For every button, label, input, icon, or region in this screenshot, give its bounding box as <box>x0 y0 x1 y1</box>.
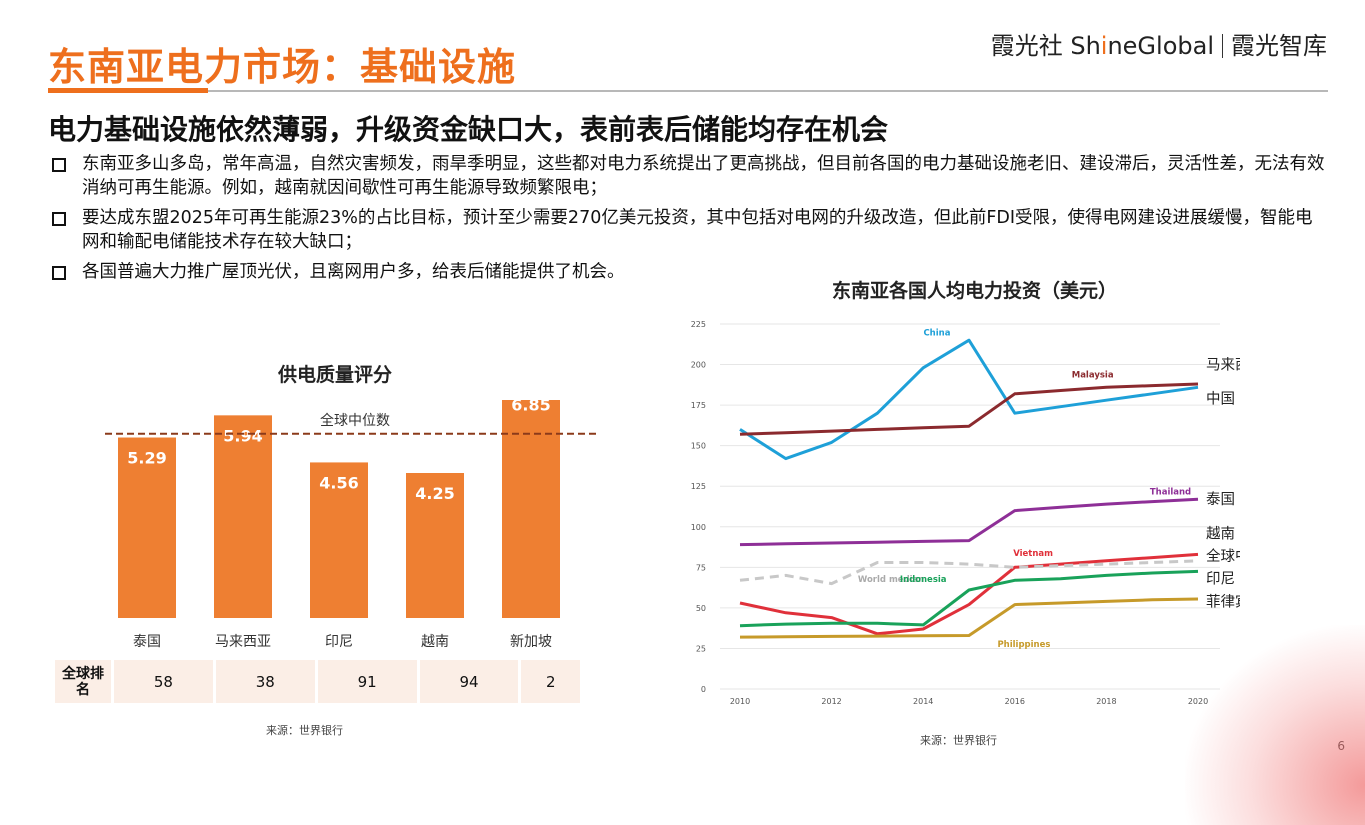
x-tick-label: 2018 <box>1096 697 1116 706</box>
bar-value-label: 6.85 <box>511 400 550 414</box>
bar <box>118 437 176 618</box>
category-label: 新加坡 <box>510 634 552 650</box>
bullet-item: 要达成东盟2025年可再生能源23%的占比目标，预计至少需要270亿美元投资，其… <box>48 206 1328 254</box>
bullet-list: 东南亚多山多岛，常年高温，自然灾害频发，雨旱季明显，这些都对电力系统提出了更高挑… <box>48 152 1328 290</box>
rank-table-header: 全球排名 <box>55 660 114 703</box>
series-line-thailand <box>739 497 1199 547</box>
brand-logo: 霞光社 ShineGlobal 霞光智库 <box>991 26 1327 61</box>
y-tick-label: 200 <box>691 361 706 370</box>
y-tick-label: 100 <box>691 523 706 532</box>
category-label: 越南 <box>421 634 449 650</box>
series-legend-label: 菲律宾 <box>1206 593 1240 610</box>
line-chart-title: 东南亚各国人均电力投资（美元） <box>832 280 1118 302</box>
series-line-world-median <box>739 559 1199 586</box>
rank-cell: 38 <box>214 660 318 703</box>
rank-cell: 2 <box>519 660 583 703</box>
category-label: 泰国 <box>133 634 161 650</box>
bar <box>310 462 368 618</box>
series-legend-label: 中国 <box>1206 391 1235 408</box>
series-inline-label: Philippines <box>997 640 1050 650</box>
square-bullet-icon <box>52 266 66 280</box>
series-inline-label: Vietnam <box>1013 549 1053 559</box>
bar-value-label: 4.56 <box>319 473 358 492</box>
bar <box>214 415 272 618</box>
bar <box>406 473 464 618</box>
rank-cell: 58 <box>112 660 216 703</box>
series-legend-label: 印尼 <box>1206 571 1235 588</box>
bullet-text: 各国普遍大力推广屋顶光伏，且离网用户多，给表后储能提供了机会。 <box>82 262 625 282</box>
series-inline-label: Indonesia <box>900 575 947 585</box>
rank-table: 全球排名 58 38 91 94 2 <box>55 660 583 703</box>
series-line-indonesia <box>739 569 1199 628</box>
line-chart-source: 来源：世界银行 <box>920 734 997 747</box>
x-tick-label: 2014 <box>913 697 933 706</box>
series-inline-label: Thailand <box>1150 487 1191 497</box>
corner-decoration <box>1185 625 1365 825</box>
header-divider <box>208 90 1328 92</box>
series-inline-label: China <box>923 328 950 338</box>
square-bullet-icon <box>52 212 66 226</box>
bar <box>502 400 560 618</box>
y-tick-label: 0 <box>701 685 706 694</box>
y-tick-label: 50 <box>696 604 706 613</box>
title-underline <box>48 88 208 93</box>
slide-subtitle: 电力基础设施依然薄弱，升级资金缺口大，表前表后储能均存在机会 <box>48 113 889 146</box>
square-bullet-icon <box>52 158 66 172</box>
bar-chart-title: 供电质量评分 <box>278 364 393 386</box>
line-chart: 0 25 50 75 100 125 150 175 200 225 2010 2012 2014 201… <box>691 320 1240 706</box>
brand-name-post: neGlobal <box>1107 32 1214 60</box>
y-tick-label: 150 <box>691 442 706 451</box>
series-legend-label: 全球中位数 <box>1206 547 1240 565</box>
series-line-china <box>739 338 1199 461</box>
median-reference-label: 全球中位数 <box>320 412 390 429</box>
series-legend-label: 马来西亚 <box>1206 357 1240 374</box>
rank-table-row: 全球排名 58 38 91 94 2 <box>55 660 583 703</box>
y-tick-label: 75 <box>696 563 706 572</box>
bullet-item: 东南亚多山多岛，常年高温，自然灾害频发，雨旱季明显，这些都对电力系统提出了更高挑… <box>48 152 1328 200</box>
series-line-vietnam <box>739 552 1199 636</box>
series-line-philippines <box>739 597 1199 639</box>
bullet-text: 要达成东盟2025年可再生能源23%的占比目标，预计至少需要270亿美元投资，其… <box>82 208 1313 252</box>
bar-chart: 5.29 泰国 5.94 马来西亚 4.56 印尼 4.25 越南 6.85 新加坡 全球中位数 <box>105 400 596 650</box>
bullet-item: 各国普遍大力推广屋顶光伏，且离网用户多，给表后储能提供了机会。 <box>48 260 1328 284</box>
series-inline-label: World median <box>858 575 924 585</box>
brand-name-highlight: i <box>1100 32 1108 60</box>
rank-cell: 91 <box>316 660 420 703</box>
page-title: 东南亚电力市场：基础设施 <box>48 45 517 89</box>
series-legend-label: 泰国 <box>1206 491 1235 508</box>
bullet-text: 东南亚多山多岛，常年高温，自然灾害频发，雨旱季明显，这些都对电力系统提出了更高挑… <box>82 154 1325 198</box>
series-inline-label: Malaysia <box>1072 371 1114 381</box>
y-tick-label: 225 <box>691 320 706 329</box>
y-tick-label: 175 <box>691 401 706 410</box>
bar-chart-source: 来源：世界银行 <box>266 724 343 737</box>
x-tick-label: 2012 <box>821 697 841 706</box>
x-tick-label: 2010 <box>730 697 750 706</box>
series-line-malaysia <box>739 382 1199 436</box>
category-label: 马来西亚 <box>215 634 271 650</box>
y-tick-label: 125 <box>691 482 706 491</box>
rank-cell: 94 <box>418 660 522 703</box>
category-label: 印尼 <box>325 634 353 650</box>
y-tick-label: 25 <box>696 644 706 653</box>
x-tick-label: 2016 <box>1005 697 1025 706</box>
brand-separator <box>1222 34 1223 58</box>
series-legend-label: 越南 <box>1206 525 1235 542</box>
bar-value-label: 4.25 <box>415 484 454 503</box>
brand-name-pre: 霞光社 Sh <box>990 32 1101 60</box>
brand-name-right: 霞光智库 <box>1231 32 1327 60</box>
bar-value-label: 5.94 <box>223 426 262 445</box>
bar-value-label: 5.29 <box>127 449 166 468</box>
